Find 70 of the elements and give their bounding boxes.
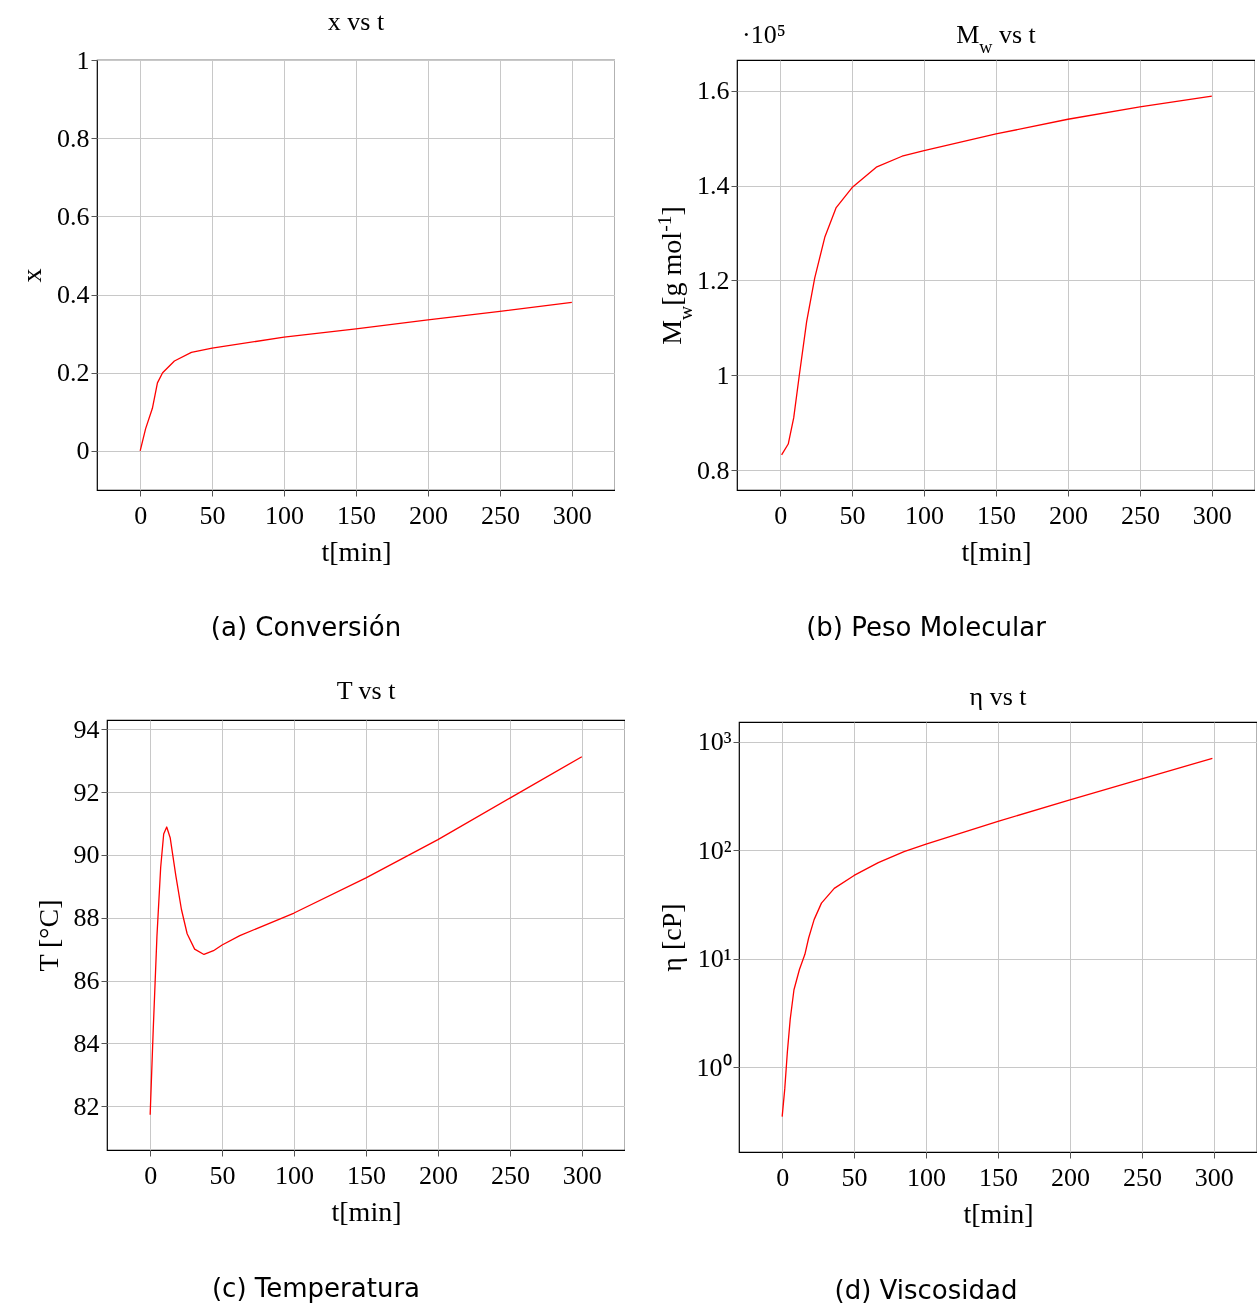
x-tick-label: 150 <box>347 1160 386 1190</box>
y-tick-label: 1.6 <box>697 76 730 106</box>
y-tick-label: 1 <box>76 45 90 75</box>
x-tick-label: 50 <box>841 1162 868 1192</box>
x-tick-label: 250 <box>480 500 520 530</box>
y-tick-label: 10² <box>697 835 732 865</box>
x-axis-title: t[min] <box>321 535 392 567</box>
y-tick-label: 92 <box>73 777 100 807</box>
x-tick-label: 0 <box>774 500 788 530</box>
y-tick-label: 0.2 <box>57 358 90 388</box>
x-tick-label: 200 <box>1048 500 1088 530</box>
y-tick-label: 1.2 <box>697 265 730 295</box>
x-tick-label: 0 <box>144 1160 158 1190</box>
x-tick-label: 300 <box>562 1160 602 1190</box>
text: (c) Temperatura <box>210 1273 422 1303</box>
x-tick-label: 250 <box>1122 1162 1162 1192</box>
y-tick-label: 0.8 <box>57 123 90 153</box>
chart-title: M$_{w}$ vs t <box>956 20 1037 57</box>
x-tick-label: 300 <box>552 500 592 530</box>
y-tick-label: 10¹ <box>697 944 732 974</box>
x-tick-label: 150 <box>979 1162 1018 1192</box>
y-tick-label: 90 <box>73 840 100 870</box>
line-series <box>139 301 573 452</box>
x-tick-label: 100 <box>275 1160 315 1190</box>
y-tick-label: 0.8 <box>697 455 730 485</box>
x-tick-label: 250 <box>490 1160 530 1190</box>
line-series <box>781 757 1214 1118</box>
chart-title: η vs t <box>969 682 1028 711</box>
x-tick-label: 150 <box>977 500 1016 530</box>
x-tick-label: 200 <box>408 500 448 530</box>
x-tick-label: 150 <box>337 500 376 530</box>
chart-title: T vs t <box>336 676 397 706</box>
x-tick-label: 100 <box>905 500 945 530</box>
x-tick-label: 50 <box>199 500 226 530</box>
y-tick-label: 86 <box>73 966 100 996</box>
y-tick-label: 10⁰ <box>696 1052 732 1082</box>
y-tick-label: 10³ <box>697 727 732 757</box>
line-series <box>149 756 583 1116</box>
x-axis-title: t[min] <box>331 1195 402 1227</box>
x-tick-label: 250 <box>1120 500 1160 530</box>
y-tick-label: 0.4 <box>57 280 90 310</box>
y-tick-label: 0.6 <box>57 201 90 231</box>
y-tick-label: 1.4 <box>697 171 730 201</box>
x-tick-label: 50 <box>839 500 866 530</box>
text: (b) Peso Molecular <box>805 612 1047 642</box>
y-tick-label: 84 <box>73 1028 100 1058</box>
y-tick-label: 1 <box>716 360 730 390</box>
y-tick-label: 82 <box>73 1091 100 1121</box>
x-tick-label: 100 <box>907 1162 947 1192</box>
line-series <box>780 95 1213 456</box>
y-tick-label: 94 <box>73 714 100 744</box>
y-axis-title: x <box>16 268 47 283</box>
text: (a) Conversión <box>209 612 403 642</box>
y-axis-title: η [cP] <box>655 903 687 972</box>
x-tick-label: 200 <box>1050 1162 1090 1192</box>
x-tick-label: 100 <box>265 500 305 530</box>
x-tick-label: 0 <box>776 1162 790 1192</box>
text: ·10⁵ <box>742 20 786 50</box>
chart-title: x vs t <box>327 7 385 36</box>
y-tick-label: 88 <box>73 903 100 933</box>
x-axis-title: t[min] <box>961 535 1032 567</box>
x-tick-label: 0 <box>134 500 148 530</box>
x-tick-label: 50 <box>209 1160 236 1190</box>
x-axis-title: t[min] <box>963 1197 1034 1229</box>
y-tick-label: 0 <box>76 436 90 466</box>
x-tick-label: 200 <box>418 1160 458 1190</box>
x-tick-label: 300 <box>1192 500 1232 530</box>
x-tick-label: 300 <box>1194 1162 1234 1192</box>
y-axis-title: T [°C] <box>32 899 64 972</box>
text: (d) Viscosidad <box>833 1275 1019 1305</box>
